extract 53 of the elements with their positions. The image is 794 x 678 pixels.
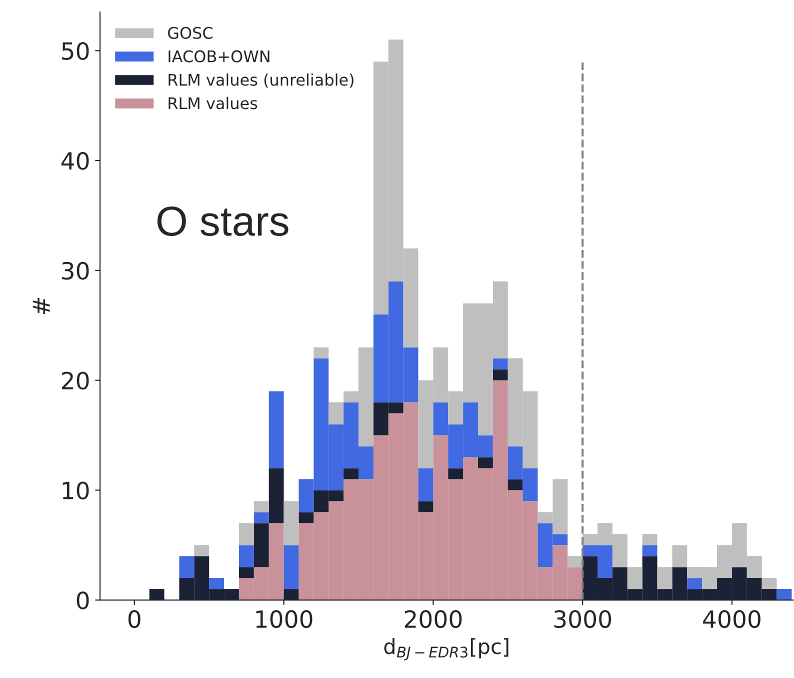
bar <box>418 501 434 512</box>
bar <box>238 545 254 568</box>
bar <box>672 545 688 568</box>
bar <box>284 545 299 590</box>
bar <box>762 578 777 590</box>
legend-label: RLM values (unreliable) <box>168 73 354 88</box>
legend-label: GOSC <box>168 26 212 39</box>
annotation: O stars <box>157 206 288 236</box>
bar <box>194 545 210 556</box>
legend-label: RLM values <box>168 96 258 110</box>
bar <box>568 556 583 568</box>
x-tick-label: 3000 <box>554 610 612 628</box>
y-tick-label: 50 <box>62 42 89 60</box>
bar <box>657 567 672 590</box>
bar <box>492 369 508 380</box>
bar <box>254 523 269 568</box>
y-axis-title: # <box>32 298 50 314</box>
y-tick-label: 40 <box>61 152 89 170</box>
bar <box>238 567 254 578</box>
bar <box>254 501 269 512</box>
bar <box>344 468 358 480</box>
bar <box>284 501 299 546</box>
x-tick-label: 1000 <box>256 610 312 628</box>
y-tick-label: 20 <box>62 372 89 390</box>
bar <box>314 347 329 358</box>
bar <box>328 402 344 424</box>
x-tick-label: 4000 <box>703 610 760 628</box>
bar <box>492 358 508 370</box>
y-tick-label: 0 <box>76 591 89 610</box>
x-axis-title: d$_{BJ−EDR3}$[pc] <box>384 638 508 660</box>
legend-label: IACOB+OWN <box>168 50 270 62</box>
bar <box>284 589 299 600</box>
bar <box>179 556 194 578</box>
bar <box>268 391 284 468</box>
bar <box>776 589 792 600</box>
x-tick-label: 0 <box>128 610 140 628</box>
bar <box>687 578 702 590</box>
bar <box>627 567 642 590</box>
bar <box>209 578 224 590</box>
bar <box>448 468 464 480</box>
bar <box>418 468 434 502</box>
bar <box>478 457 493 468</box>
bar <box>508 479 523 490</box>
bar <box>642 545 658 556</box>
bar <box>268 468 284 524</box>
bar <box>238 523 254 546</box>
bar <box>642 534 658 546</box>
y-tick-label: 30 <box>62 262 89 280</box>
bar <box>149 589 164 600</box>
bar <box>298 512 314 524</box>
x-tick-label: 2000 <box>404 610 462 628</box>
y-tick-label: 10 <box>62 482 89 500</box>
bar <box>254 512 269 524</box>
